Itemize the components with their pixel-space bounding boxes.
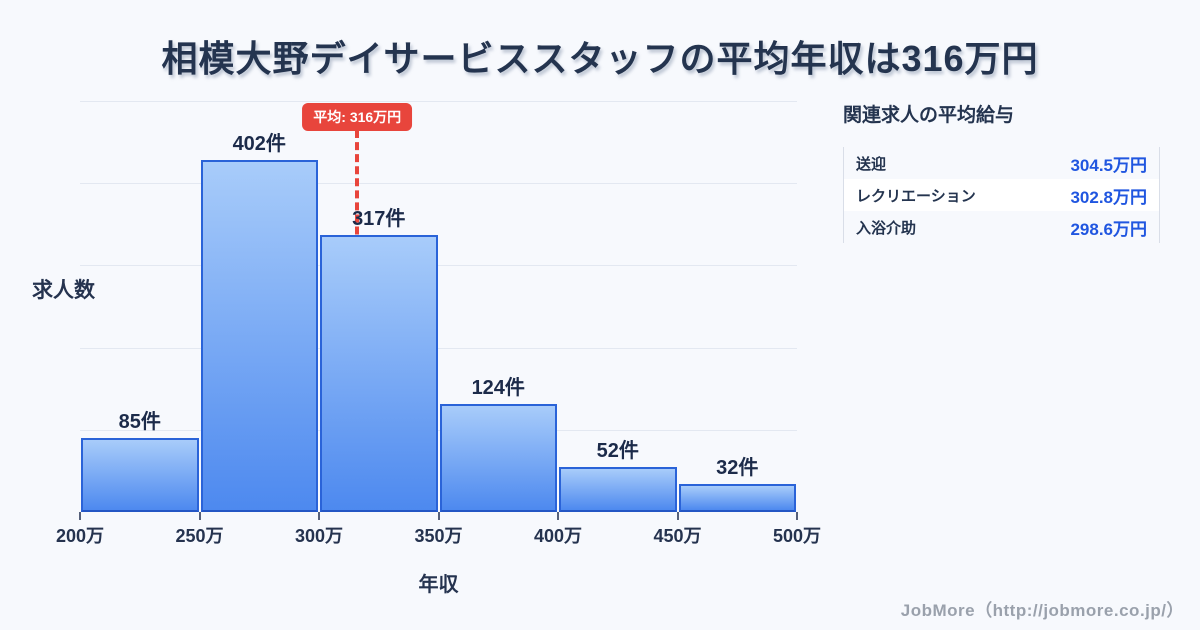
- x-axis-label: 年収: [418, 574, 459, 596]
- bar-value-label: 402件: [232, 133, 286, 156]
- related-job-row: レクリエーション 302.8万円: [844, 179, 1159, 211]
- related-job-row: 送迎 304.5万円: [844, 147, 1159, 179]
- gridline: [80, 265, 797, 267]
- related-jobs-list: 送迎 304.5万円 レクリエーション 302.8万円 入浴介助 298.6万円: [843, 147, 1160, 243]
- x-tick: [676, 512, 679, 520]
- job-type-label: 送迎: [856, 155, 887, 173]
- x-tick-label: 250万: [175, 526, 224, 546]
- gridline: [80, 347, 797, 349]
- x-tick-label: 500万: [772, 526, 822, 546]
- bar-value-label: 317件: [352, 207, 406, 230]
- mean-badge: 平均: 316万円: [302, 103, 413, 131]
- x-tick: [79, 512, 81, 520]
- x-tick-label: 450万: [653, 526, 702, 546]
- histogram-bar: [439, 403, 557, 512]
- site-credit: JobMore（http://jobmore.co.jp/）: [900, 601, 1184, 620]
- x-tick: [318, 512, 320, 520]
- job-salary-value: 302.8万円: [1070, 187, 1147, 207]
- bar-value-label: 32件: [716, 457, 759, 480]
- job-type-label: レクリエーション: [856, 187, 976, 205]
- x-tick: [557, 512, 559, 520]
- histogram-bar: [320, 234, 438, 512]
- x-tick-label: 400万: [533, 526, 583, 546]
- x-tick-label: 200万: [55, 526, 105, 546]
- job-salary-value: 304.5万円: [1070, 155, 1147, 175]
- histogram-bar: [678, 484, 796, 512]
- bar-value-label: 52件: [596, 439, 639, 462]
- plot-area: 平均: 316万円 85件 402件 317件 124件 52件 32件: [80, 101, 797, 512]
- x-tick: [198, 512, 201, 520]
- x-tick-label: 300万: [294, 526, 344, 546]
- x-axis: 200万 250万 300万 350万 400万 450万 500万: [56, 512, 821, 557]
- job-type-label: 入浴介助: [856, 219, 917, 237]
- gridline: [80, 183, 797, 185]
- gridline: [80, 429, 797, 431]
- y-axis-label: 求人数: [32, 279, 95, 302]
- gridline: [80, 101, 797, 102]
- bar-value-label: 85件: [118, 410, 161, 433]
- x-tick: [796, 512, 798, 520]
- bar-value-label: 124件: [471, 376, 525, 399]
- job-salary-value: 298.6万円: [1070, 219, 1147, 239]
- x-tick: [437, 512, 440, 520]
- x-tick-label: 350万: [414, 526, 463, 546]
- histogram-bar: [81, 437, 199, 512]
- related-jobs-panel: 関連求人の平均給与 送迎 304.5万円 レクリエーション 302.8万円 入浴…: [843, 100, 1160, 243]
- panel-title: 関連求人の平均給与: [843, 105, 1015, 126]
- histogram-bar: [200, 160, 318, 512]
- page-title: 相模大野デイサービススタッフの平均年収は316万円: [161, 38, 1039, 79]
- histogram-bar: [559, 466, 677, 512]
- related-job-row: 入浴介助 298.6万円: [844, 211, 1159, 243]
